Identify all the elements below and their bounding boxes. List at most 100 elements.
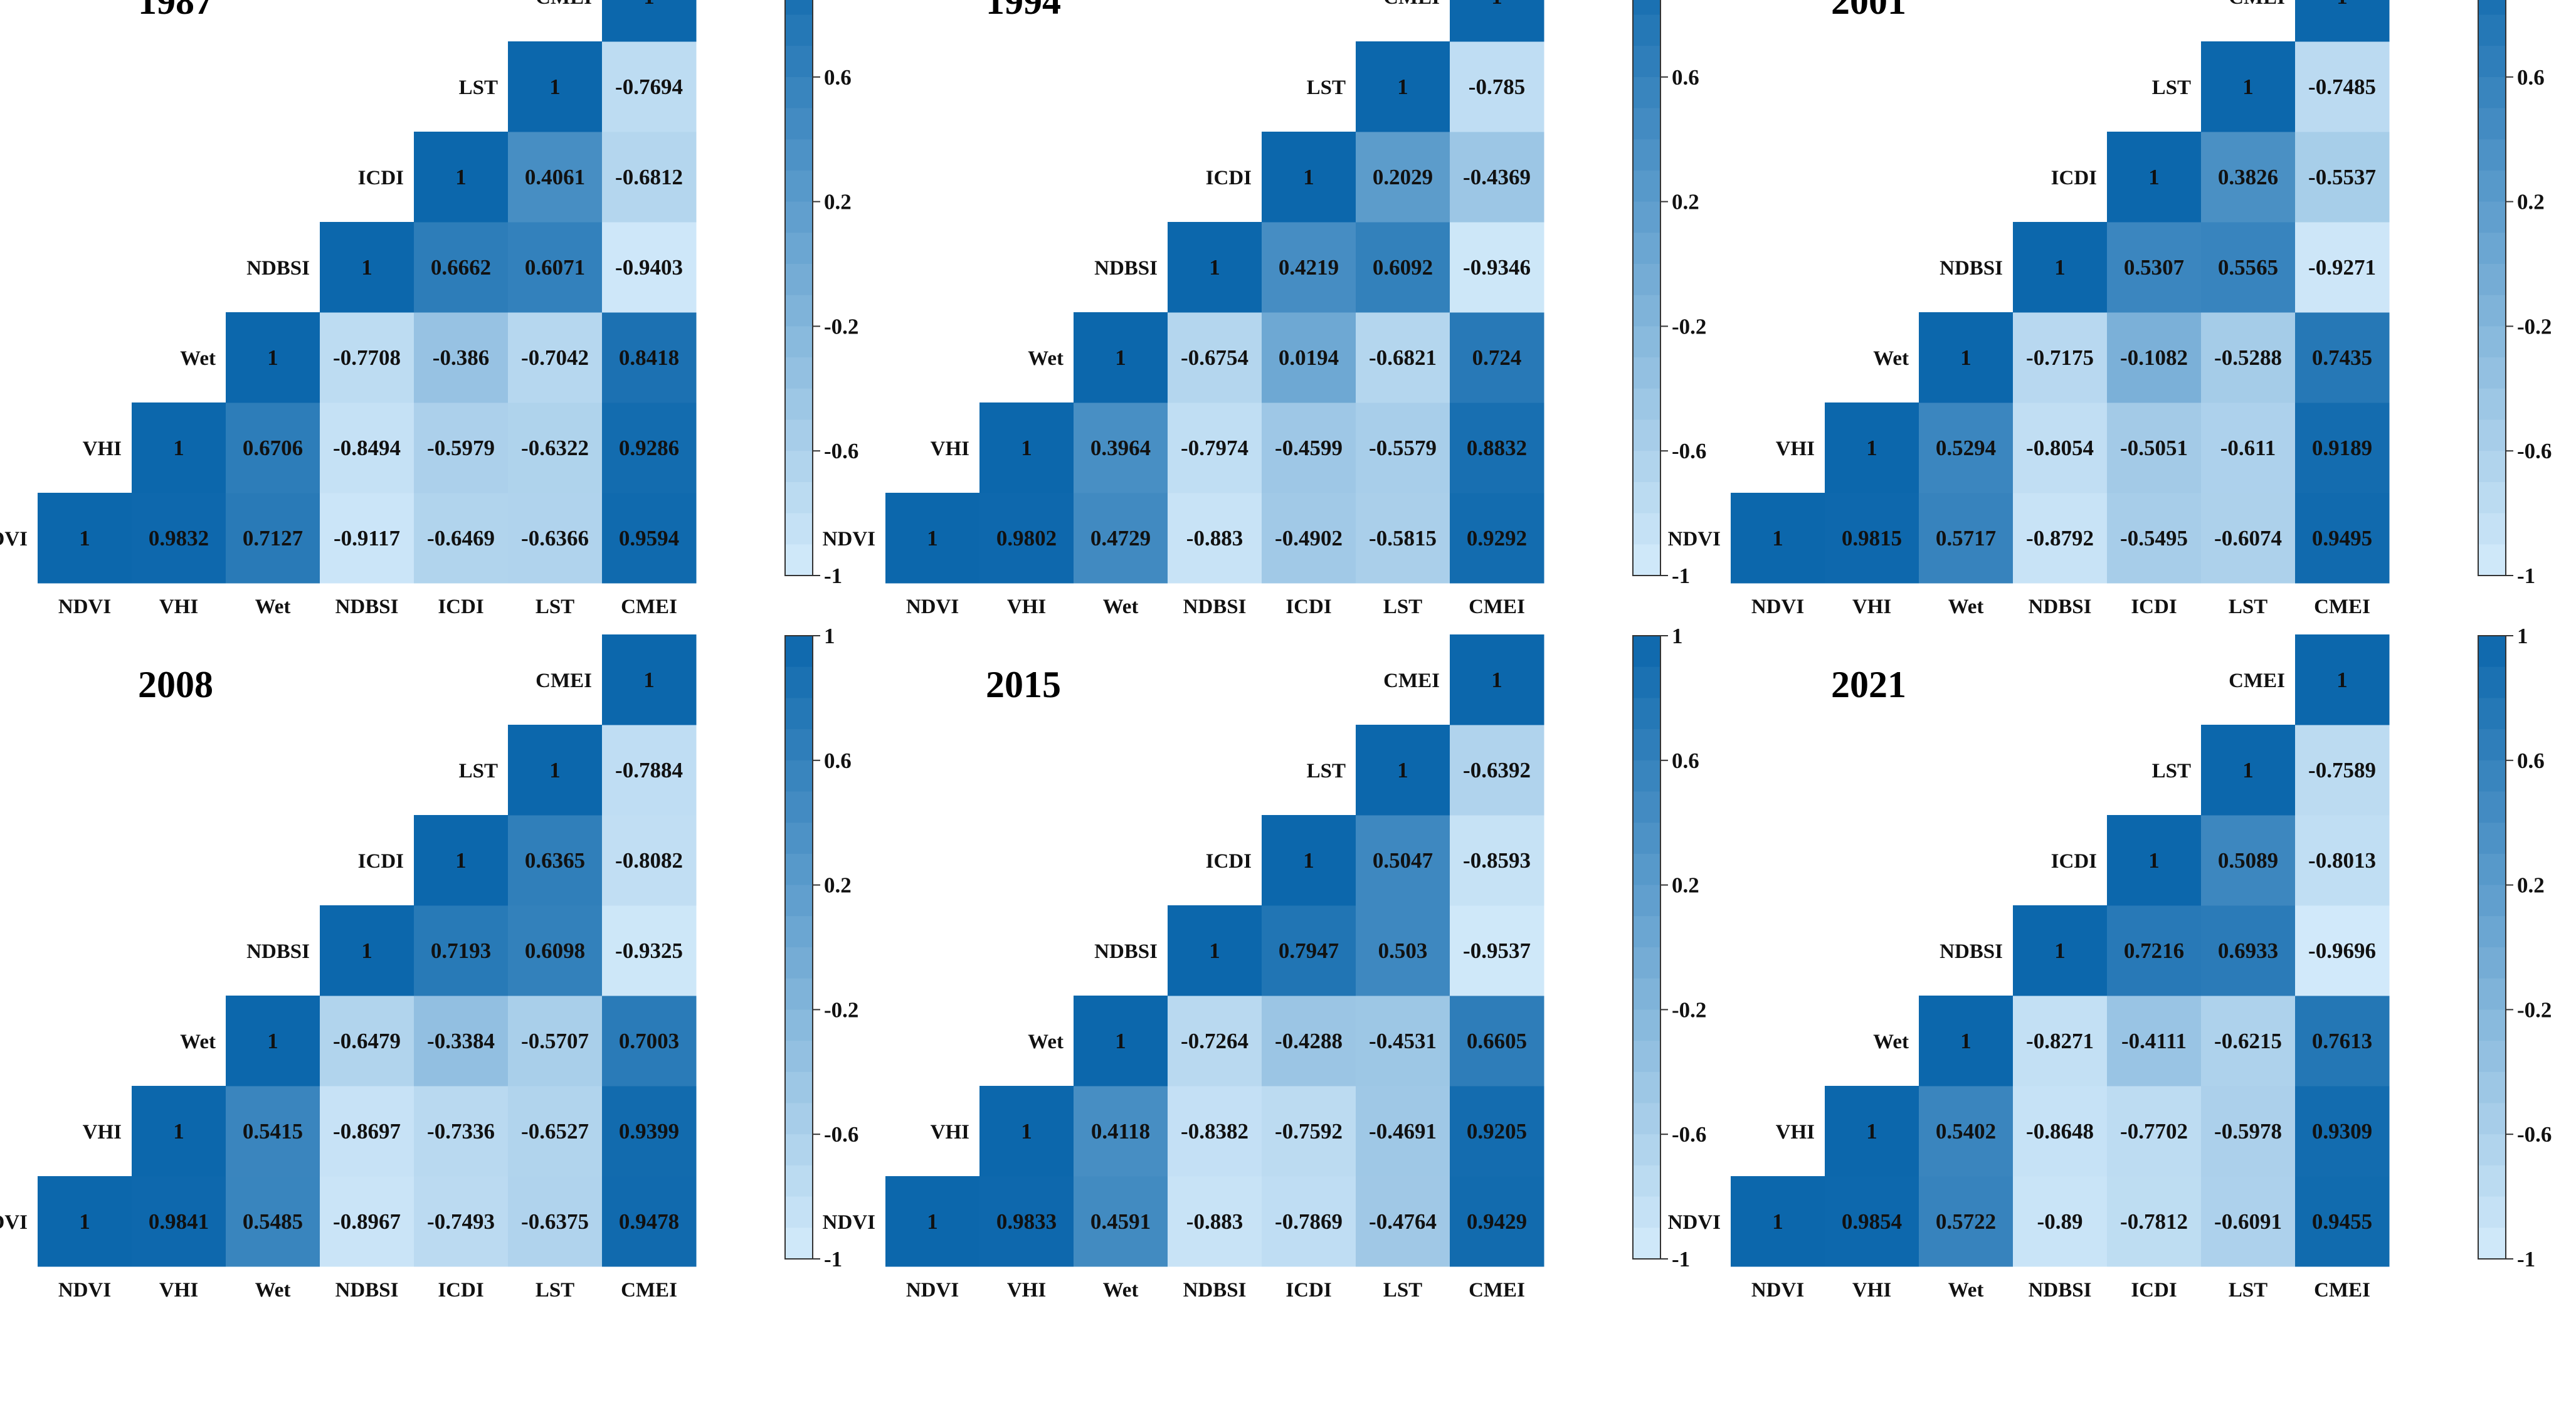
row-label-lst: LST bbox=[2152, 76, 2191, 99]
heatmap-cell bbox=[1450, 1086, 1544, 1177]
heatmap-cell bbox=[2013, 222, 2108, 313]
heatmap-cell bbox=[1731, 1176, 1825, 1267]
row-label-vhi: VHI bbox=[931, 438, 969, 460]
colorbar-segment bbox=[785, 666, 813, 698]
heatmap-cell bbox=[1450, 905, 1544, 996]
row-label-icdi: ICDI bbox=[358, 850, 404, 873]
cell-value-label: 1 bbox=[1491, 668, 1502, 692]
cell-value-label: -0.7336 bbox=[427, 1119, 495, 1144]
column-label-lst: LST bbox=[2229, 596, 2267, 618]
cell-value-label: 0.7947 bbox=[1279, 939, 1339, 963]
cell-value-label: -0.5707 bbox=[521, 1029, 589, 1053]
cell-value-label: -0.8082 bbox=[615, 848, 683, 873]
heatmap-cell bbox=[414, 1176, 509, 1267]
panel-year-title: 2001 bbox=[1831, 0, 1906, 22]
cell-value-label: 0.5089 bbox=[2218, 848, 2278, 873]
row-label-lst: LST bbox=[1307, 760, 1346, 782]
colorbar-tick-label: 0.6 bbox=[1672, 749, 1699, 773]
column-label-vhi: VHI bbox=[1852, 596, 1891, 618]
column-label-lst: LST bbox=[536, 1279, 574, 1302]
cell-value-label: 1 bbox=[361, 939, 372, 963]
colorbar-tick-label: -0.6 bbox=[2517, 1122, 2552, 1147]
cell-value-label: 0.9495 bbox=[2312, 526, 2372, 550]
colorbar-segment bbox=[1633, 170, 1660, 203]
heatmap-cell bbox=[1356, 402, 1450, 493]
cell-value-label: 0.6706 bbox=[243, 436, 303, 460]
heatmap-cell bbox=[1731, 493, 1825, 584]
column-label-cmei: CMEI bbox=[1469, 596, 1525, 618]
cell-value-label: 1 bbox=[1960, 1029, 1972, 1053]
colorbar-tick-label: -1 bbox=[824, 564, 842, 588]
cell-value-label: 0.8832 bbox=[1467, 436, 1527, 460]
colorbar-segment bbox=[1633, 139, 1660, 171]
heatmap-cell bbox=[2201, 725, 2296, 816]
cell-value-label: 0.5485 bbox=[243, 1209, 303, 1234]
row-label-lst: LST bbox=[459, 760, 498, 782]
heatmap-cell bbox=[1262, 222, 1356, 313]
colorbar-segment bbox=[1633, 46, 1660, 78]
heatmap-cell bbox=[508, 1086, 603, 1177]
heatmap-cell bbox=[2201, 493, 2296, 584]
heatmap-cell bbox=[1356, 222, 1450, 313]
heatmap-cell bbox=[2107, 222, 2202, 313]
heatmap-cell bbox=[1262, 905, 1356, 996]
colorbar-segment bbox=[2478, 698, 2506, 730]
cell-value-label: 0.9455 bbox=[2312, 1209, 2372, 1234]
row-label-vhi: VHI bbox=[1776, 1121, 1815, 1144]
cell-value-label: -0.5815 bbox=[1369, 526, 1437, 550]
column-label-ndbsi: NDBSI bbox=[335, 1279, 399, 1302]
row-label-wet: Wet bbox=[1873, 1031, 1909, 1053]
cell-value-label: -0.883 bbox=[1186, 526, 1243, 550]
cell-value-label: 0.6098 bbox=[525, 939, 585, 963]
cell-value-label: -0.7708 bbox=[333, 345, 401, 370]
cell-value-label: -0.9346 bbox=[1463, 255, 1531, 280]
colorbar-segment bbox=[785, 885, 813, 917]
cell-value-label: -0.6469 bbox=[427, 526, 495, 550]
cell-value-label: -0.6366 bbox=[521, 526, 589, 550]
row-label-cmei: CMEI bbox=[1383, 670, 1440, 692]
column-label-cmei: CMEI bbox=[2314, 596, 2370, 618]
colorbar-tick-label: 0.2 bbox=[2517, 190, 2545, 214]
cell-value-label: 1 bbox=[1772, 526, 1783, 550]
colorbar-segment bbox=[1633, 1009, 1660, 1041]
cell-value-label: 0.9429 bbox=[1467, 1209, 1527, 1234]
cell-value-label: 1 bbox=[2336, 0, 2348, 9]
heatmap-cell bbox=[2107, 1086, 2202, 1177]
cell-value-label: 1 bbox=[267, 345, 278, 370]
colorbar-segment bbox=[2478, 1009, 2506, 1041]
colorbar-segment bbox=[785, 201, 813, 233]
row-label-icdi: ICDI bbox=[2051, 850, 2097, 873]
row-label-wet: Wet bbox=[1028, 1031, 1064, 1053]
heatmap-cell bbox=[1168, 905, 1262, 996]
heatmap-cell bbox=[1919, 493, 2014, 584]
heatmap-cell bbox=[2295, 222, 2390, 313]
colorbar-segment bbox=[785, 1134, 813, 1166]
colorbar-segment bbox=[1633, 295, 1660, 327]
cell-value-label: 0.3964 bbox=[1090, 436, 1151, 460]
column-label-ndbsi: NDBSI bbox=[1183, 1279, 1247, 1302]
colorbar-segment bbox=[785, 760, 813, 792]
cell-value-label: 0.6605 bbox=[1467, 1029, 1527, 1053]
heatmap-cell bbox=[2201, 402, 2296, 493]
panel-year-title: 1994 bbox=[986, 0, 1061, 22]
heatmap-cell bbox=[1450, 402, 1544, 493]
cell-value-label: -0.4691 bbox=[1369, 1119, 1437, 1144]
heatmap-cell bbox=[414, 222, 509, 313]
heatmap-cell bbox=[2107, 402, 2202, 493]
heatmap-cell bbox=[1450, 312, 1544, 403]
colorbar-tick-label: 0.6 bbox=[824, 749, 852, 773]
cell-value-label: -0.6754 bbox=[1181, 345, 1248, 370]
cell-value-label: -0.4531 bbox=[1369, 1029, 1437, 1053]
column-label-cmei: CMEI bbox=[621, 1279, 677, 1302]
colorbar-segment bbox=[2478, 264, 2506, 296]
heatmap-cell bbox=[2201, 312, 2296, 403]
column-label-cmei: CMEI bbox=[621, 596, 677, 618]
colorbar-frame bbox=[784, 635, 813, 1260]
heatmap-cell bbox=[414, 402, 509, 493]
heatmap-cell bbox=[226, 312, 320, 403]
heatmap-cell bbox=[1074, 1176, 1168, 1267]
colorbar-segment bbox=[785, 513, 813, 545]
colorbar-segment bbox=[1633, 853, 1660, 886]
colorbar-segment bbox=[785, 636, 813, 668]
colorbar-tick-label: -0.2 bbox=[2517, 997, 2552, 1022]
